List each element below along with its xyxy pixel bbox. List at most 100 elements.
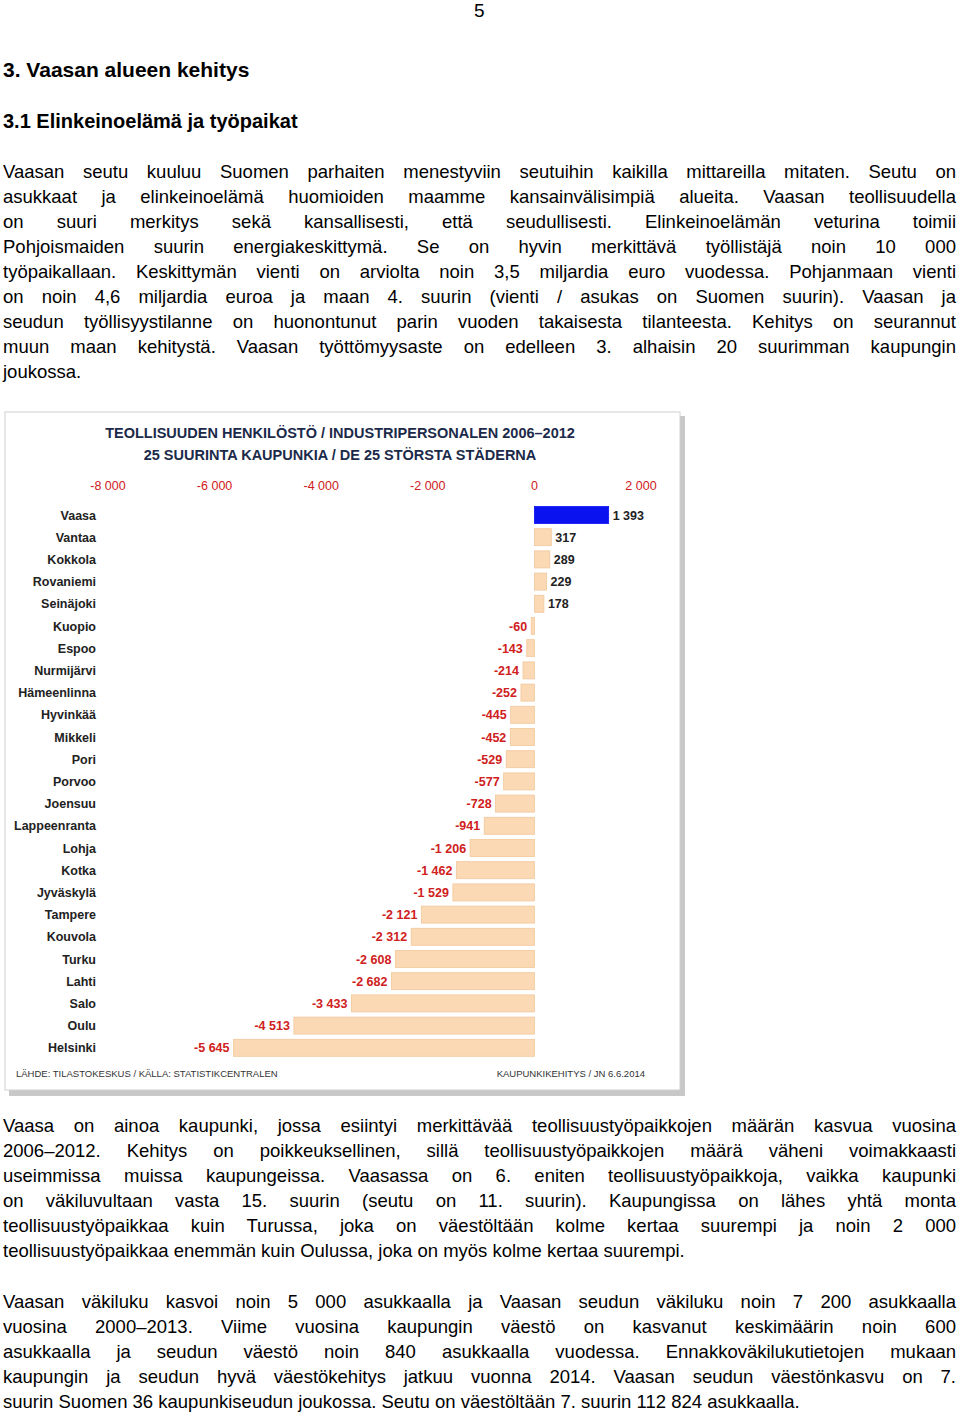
- data-label: -1 206: [431, 842, 466, 856]
- category-label: Espoo: [58, 642, 97, 656]
- x-tick-label: -2 000: [410, 479, 445, 493]
- data-label: -1 529: [413, 886, 448, 900]
- paragraph-line: Vaasan seutu kuuluu Suomen parhaiten men…: [3, 160, 956, 184]
- bar: [351, 995, 534, 1012]
- data-label: 178: [548, 597, 569, 611]
- page-number: 5: [474, 0, 485, 22]
- paragraph-line: on noin 4,6 miljardia euroa ja maan 4. s…: [3, 285, 956, 309]
- paragraph-line: seudun työllisyystilanne on huonontunut …: [3, 310, 956, 334]
- paragraph-line: joukossa.: [3, 360, 956, 384]
- data-label: 289: [554, 553, 575, 567]
- bar: [510, 729, 534, 746]
- bar: [511, 706, 535, 723]
- category-label: Lohja: [63, 842, 97, 856]
- category-label: Kokkola: [47, 553, 97, 567]
- bar: [470, 840, 534, 857]
- paragraph-line: 2006–2012. Kehitys on poikkeuksellinen, …: [3, 1139, 956, 1163]
- paragraph-line: teollisuustyöpaikkaa kuin Turussa, joka …: [3, 1214, 956, 1238]
- bar: [527, 640, 535, 657]
- bar: [534, 529, 551, 546]
- data-label: -529: [477, 753, 502, 767]
- bar: [534, 595, 543, 612]
- source-note: LÄHDE: TILASTOKESKUS / KÄLLA: STATISTIKC…: [16, 1068, 278, 1079]
- category-label: Mikkeli: [54, 731, 96, 745]
- chart: TEOLLISUUDEN HENKILÖSTÖ / INDUSTRIPERSON…: [0, 405, 692, 1105]
- chart-title: TEOLLISUUDEN HENKILÖSTÖ / INDUSTRIPERSON…: [105, 425, 575, 441]
- bar: [521, 684, 534, 701]
- data-label: -577: [475, 775, 500, 789]
- bar: [534, 573, 546, 590]
- bar: [234, 1039, 535, 1056]
- bar: [531, 618, 534, 635]
- category-label: Turku: [62, 953, 96, 967]
- data-label: -2 682: [352, 975, 387, 989]
- data-label: -4 513: [254, 1019, 289, 1033]
- paragraph-line: teollisuustyöpaikkaa enemmän kuin Ouluss…: [3, 1239, 956, 1263]
- category-label: Lappeenranta: [14, 819, 97, 833]
- bar: [421, 906, 534, 923]
- category-label: Kuopio: [53, 620, 96, 634]
- data-label: 1 393: [613, 509, 644, 523]
- bar: [456, 862, 534, 879]
- category-label: Pori: [72, 753, 96, 767]
- data-label: -452: [481, 731, 506, 745]
- category-label: Nurmijärvi: [34, 664, 96, 678]
- paragraph-line: Vaasa on ainoa kaupunki, jossa esiintyi …: [3, 1114, 956, 1138]
- paragraph-line: asukkaalla ja seudun väestö noin 840 asu…: [3, 1340, 956, 1364]
- paragraph-line: muun maan kehitystä. Vaasan työttömyysas…: [3, 335, 956, 359]
- category-label: Salo: [70, 997, 97, 1011]
- bar: [294, 1017, 535, 1034]
- bar: [496, 795, 535, 812]
- category-label: Seinäjoki: [41, 597, 96, 611]
- bar: [504, 773, 535, 790]
- bar: [523, 662, 534, 679]
- data-label: -2 312: [372, 930, 407, 944]
- category-label: Oulu: [68, 1019, 96, 1033]
- category-label: Joensuu: [45, 797, 96, 811]
- data-label: 229: [551, 575, 572, 589]
- paragraph-line: on suuri merkitys sekä kansallisesti, et…: [3, 210, 956, 234]
- data-label: -941: [455, 819, 480, 833]
- paragraph-line: kaupungin ja seudun hyvä väestökehitys j…: [3, 1365, 956, 1389]
- bar: [484, 817, 534, 834]
- data-label: -214: [494, 664, 519, 678]
- paragraph-line: asukkaat ja elinkeinoelämä huomioiden ma…: [3, 185, 956, 209]
- paragraph-line: Vaasan väkiluku kasvoi noin 5 000 asukka…: [3, 1290, 956, 1314]
- x-tick-label: -6 000: [197, 479, 232, 493]
- x-tick-label: 0: [531, 479, 538, 493]
- category-label: Jyväskylä: [37, 886, 96, 900]
- category-label: Tampere: [45, 908, 96, 922]
- category-label: Lahti: [66, 975, 96, 989]
- data-label: -60: [509, 620, 527, 634]
- bar: [411, 928, 534, 945]
- category-label: Kouvola: [47, 930, 97, 944]
- category-label: Porvoo: [53, 775, 96, 789]
- data-label: -2 121: [382, 908, 417, 922]
- data-label: 317: [555, 531, 576, 545]
- data-label: -252: [492, 686, 517, 700]
- paragraph-line: useimmissa muissa kaupungeissa. Vaasassa…: [3, 1164, 956, 1188]
- data-label: -728: [467, 797, 492, 811]
- category-label: Kotka: [61, 864, 97, 878]
- chart-subtitle: 25 SUURINTA KAUPUNKIA / DE 25 STÖRSTA ST…: [144, 447, 537, 463]
- credit-note: KAUPUNKIKEHITYS / JN 6.6.2014: [497, 1068, 645, 1079]
- bar: [534, 507, 608, 524]
- x-tick-label: -4 000: [303, 479, 338, 493]
- page: { "page_number": 5, "headings": ["3. Vaa…: [0, 0, 960, 1417]
- heading: 3.1 Elinkeinoelämä ja työpaikat: [3, 110, 298, 133]
- data-label: -445: [482, 708, 507, 722]
- bar: [391, 973, 534, 990]
- bar: [506, 751, 534, 768]
- data-label: -3 433: [312, 997, 347, 1011]
- data-label: -143: [498, 642, 523, 656]
- category-label: Hyvinkää: [41, 708, 96, 722]
- category-label: Helsinki: [48, 1041, 96, 1055]
- paragraph-line: on väkiluvultaan vasta 15. suurin (seutu…: [3, 1189, 956, 1213]
- paragraph-line: vuosina 2000–2013. Viime vuosina kaupung…: [3, 1315, 956, 1339]
- category-label: Vaasa: [61, 509, 98, 523]
- paragraph-line: Pohjoismaiden suurin energiakeskittymä. …: [3, 235, 956, 259]
- category-label: Vantaa: [56, 531, 97, 545]
- x-tick-label: 2 000: [625, 479, 656, 493]
- data-label: -2 608: [356, 953, 391, 967]
- chart-frame: [5, 412, 680, 1090]
